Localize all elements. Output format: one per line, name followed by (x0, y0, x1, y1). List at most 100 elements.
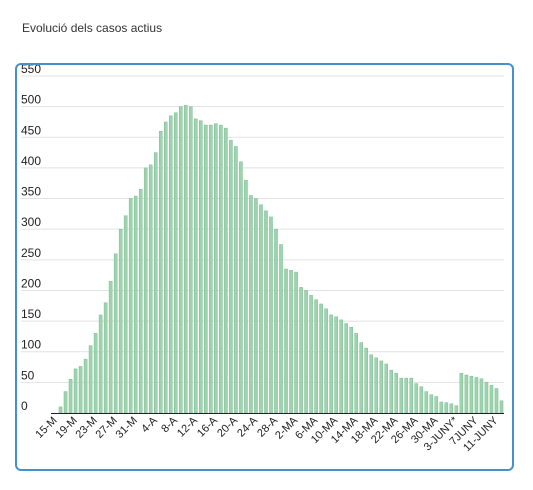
bar (474, 377, 479, 414)
bar (339, 319, 343, 414)
bar (214, 123, 218, 414)
bar (449, 403, 454, 414)
bar (269, 216, 273, 414)
bar (224, 127, 228, 414)
bar (169, 115, 173, 414)
x-tick-label: 23-M (74, 415, 100, 441)
bar (244, 179, 248, 414)
y-tick-label: 50 (21, 368, 35, 382)
bar (194, 118, 198, 414)
x-tick-label: 31-M (114, 415, 140, 441)
bar (399, 377, 404, 414)
bar (384, 363, 389, 414)
bar (279, 244, 283, 414)
bar (494, 388, 499, 414)
bar (118, 228, 123, 414)
y-tick-label: 100 (21, 338, 41, 352)
bar (489, 385, 494, 414)
bar (254, 198, 258, 414)
y-tick-label: 150 (21, 307, 41, 321)
y-tick-label: 450 (21, 123, 41, 137)
x-tick-label: 20-A (215, 414, 240, 439)
bar (189, 106, 193, 414)
bar (499, 400, 504, 414)
bar (128, 198, 133, 414)
bar (73, 368, 78, 414)
bar (153, 152, 158, 414)
bar (209, 124, 213, 414)
bar (394, 372, 399, 414)
x-tick-label: 16-A (195, 414, 220, 439)
bar (93, 333, 98, 414)
bar (424, 391, 429, 414)
bar (249, 195, 253, 414)
x-tick-label: 24-A (235, 414, 260, 439)
bar (484, 382, 489, 414)
y-tick-label: 500 (21, 93, 41, 107)
bar (204, 124, 208, 414)
bar (434, 396, 439, 414)
x-tick-label: 15-M (33, 415, 59, 441)
bar (319, 303, 323, 414)
bar (239, 161, 243, 414)
chart-title: Evolució dels casos actius (22, 21, 163, 35)
bar (58, 406, 63, 414)
bar (103, 302, 108, 414)
bar (414, 383, 419, 414)
bar (229, 140, 233, 414)
bar (354, 333, 358, 414)
bar (404, 377, 409, 414)
bar (379, 360, 383, 414)
bar (324, 308, 328, 414)
bar (264, 210, 268, 414)
bar (83, 358, 88, 414)
bar (123, 215, 128, 414)
bar (299, 287, 303, 414)
y-tick-label: 400 (21, 154, 41, 168)
bar (329, 314, 333, 414)
chart-card: 0 50 100 150 200 250 300 350 400 450 500 550 15-M 19-… (15, 63, 514, 471)
bar (309, 295, 313, 414)
bar (289, 270, 293, 414)
bar (158, 130, 163, 414)
bar (429, 394, 434, 414)
bar (259, 204, 263, 414)
bar (138, 189, 143, 414)
bar (334, 316, 338, 414)
x-tick-label: 4-A (139, 414, 160, 435)
bar (314, 299, 318, 414)
bar (304, 290, 308, 414)
y-tick-label: 250 (21, 246, 41, 260)
bar (464, 374, 469, 414)
bar (454, 405, 459, 414)
x-tick-label: 19-M (53, 415, 79, 441)
y-tick-label: 0 (21, 399, 28, 413)
bar (163, 121, 168, 414)
x-tick-label: 27-M (94, 415, 120, 441)
bar (148, 164, 153, 414)
bar (444, 402, 449, 414)
bar (199, 120, 203, 414)
bar (294, 271, 298, 414)
bar (359, 342, 363, 414)
bar (184, 105, 188, 414)
bar (364, 347, 368, 414)
bar (143, 167, 148, 414)
bar (108, 281, 113, 414)
bar (274, 228, 278, 414)
bar (349, 327, 353, 414)
y-tick-label: 350 (21, 185, 41, 199)
bar (219, 124, 223, 414)
bar (234, 146, 238, 414)
bar (479, 378, 484, 414)
bar (469, 376, 474, 414)
bar (88, 345, 93, 414)
bar (374, 357, 378, 414)
bar (78, 366, 83, 414)
bar (389, 369, 394, 414)
bar (113, 253, 118, 414)
y-tick-label: 300 (21, 215, 41, 229)
active-cases-chart: 0 50 100 150 200 250 300 350 400 450 500 550 15-M19-… (21, 65, 504, 454)
bar (459, 372, 464, 414)
x-tick-label: 12-A (175, 414, 200, 439)
